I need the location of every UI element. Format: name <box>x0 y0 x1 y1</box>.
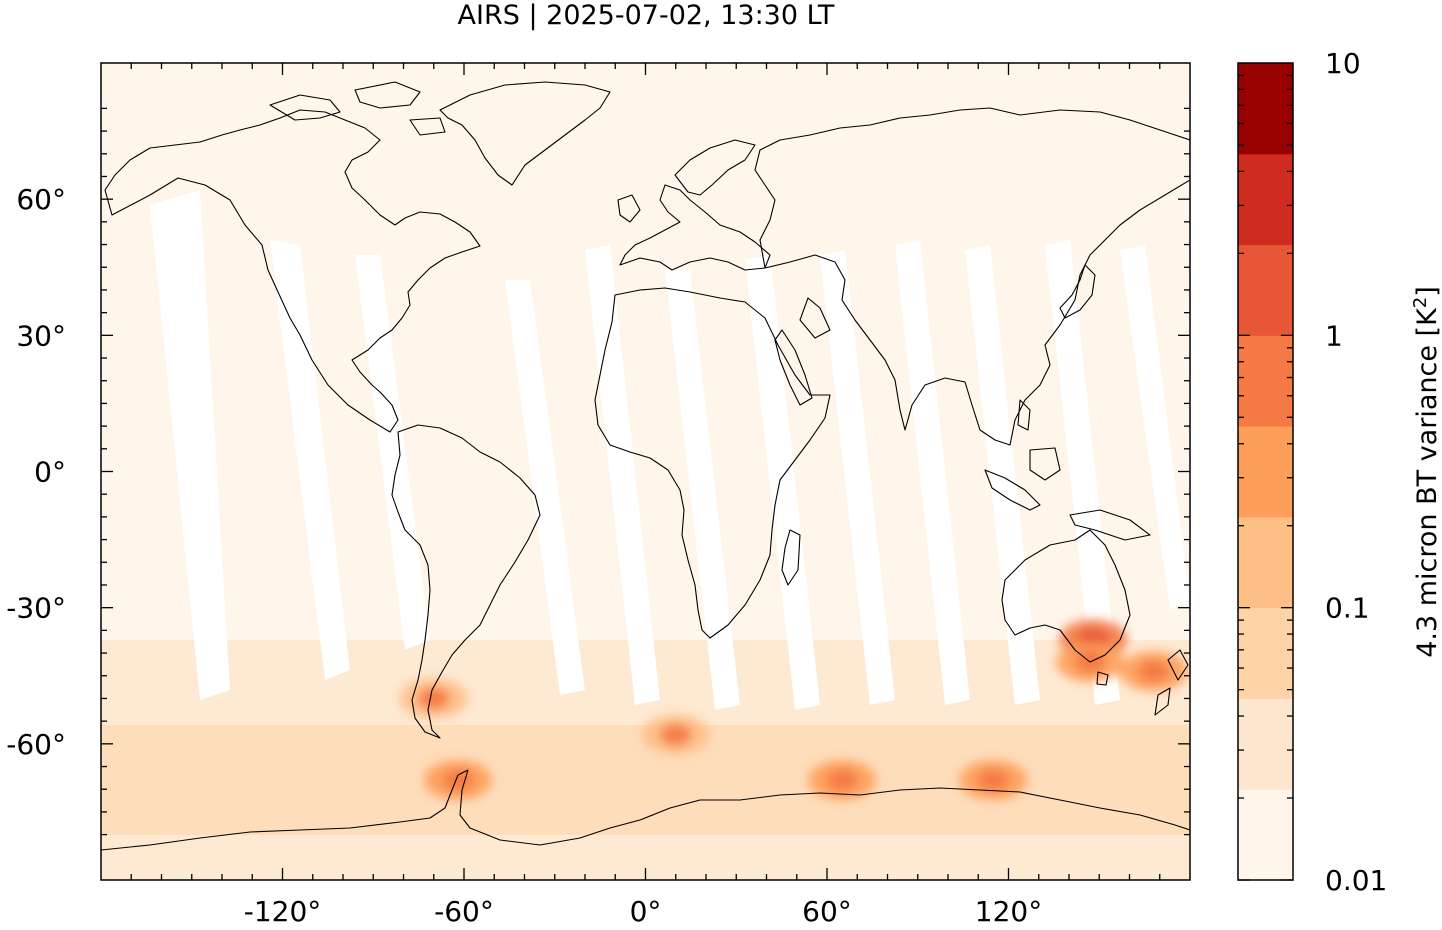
swath-gap <box>355 255 430 650</box>
coastline-scandinavia <box>674 139 756 196</box>
coastline-arctic-islands <box>269 81 446 136</box>
swath-gaps <box>150 190 1190 710</box>
coastline-north-america <box>104 109 481 433</box>
coastline-japan <box>1059 264 1096 319</box>
colorbar-label-sup: 2 <box>1410 297 1431 308</box>
variance-hotspot <box>441 769 474 792</box>
coastline-greenland <box>439 81 611 186</box>
swath-gap <box>270 240 350 680</box>
variance-hotspot <box>977 769 1010 792</box>
colorbar-band <box>1238 607 1293 699</box>
coastlines <box>101 81 1190 851</box>
variance-hotspot <box>826 769 859 792</box>
x-tick-labels: -120° -60° 0° 60° 120° <box>244 895 1043 928</box>
colorbar-band <box>1238 698 1293 790</box>
x-tick-label: 120° <box>975 895 1042 928</box>
y-tick-label: -60° <box>6 728 66 761</box>
swath-gap <box>665 270 740 710</box>
colorbar-bands <box>1238 63 1293 881</box>
y-tick-label: 0° <box>34 456 66 489</box>
colorbar-frame <box>1237 62 1294 881</box>
colorbar-band <box>1238 789 1293 881</box>
colorbar-band <box>1238 153 1293 246</box>
swath-gap <box>505 280 585 695</box>
coastline-new-zealand <box>1154 649 1189 716</box>
y-tick-label: 60° <box>16 183 66 216</box>
colorbar-tick-label: 1 <box>1325 319 1343 352</box>
colorbar-band <box>1238 516 1293 609</box>
coastline-asia <box>754 107 1190 446</box>
coastline-south-america <box>391 424 541 739</box>
colorbar-band <box>1238 335 1293 427</box>
variance-hotspot <box>1137 660 1170 683</box>
colorbar-band <box>1238 426 1293 518</box>
y-tick-labels: 60° 30° 0° -30° -60° <box>6 183 66 761</box>
swath-gap <box>1045 240 1120 705</box>
map-plot-area <box>101 63 1190 880</box>
y-tick-label: -30° <box>6 592 66 625</box>
colorbar-label-main: 4.3 micron BT variance [K <box>1412 307 1442 658</box>
swath-gap <box>820 250 895 705</box>
x-tick-label: 60° <box>802 895 852 928</box>
colorbar-label: 4.3 micron BT variance [K2] <box>1410 286 1442 658</box>
variance-hotspot <box>417 687 450 710</box>
colorbar-band <box>1238 244 1293 336</box>
swath-gap <box>965 245 1040 705</box>
colorbar-band <box>1238 63 1293 155</box>
colorbar-tick-label: 0.01 <box>1325 864 1387 897</box>
coastline-antarctica <box>101 769 1190 851</box>
swath-gap <box>150 190 230 700</box>
swath-gap <box>585 245 660 705</box>
x-tick-label: -60° <box>434 895 494 928</box>
coastline-australia <box>1001 529 1131 686</box>
colorbar-label-end: ] <box>1412 286 1442 297</box>
axis-ticks <box>101 63 1190 880</box>
y-tick-label: 30° <box>16 319 66 352</box>
colorbar: 10 1 0.1 0.01 4.3 micron BT variance [K2] <box>1237 47 1442 897</box>
colorbar-tick-label: 0.1 <box>1325 592 1370 625</box>
swath-gap <box>1120 245 1190 610</box>
x-tick-label: 0° <box>630 895 662 928</box>
map-title: AIRS | 2025-07-02, 13:30 LT <box>458 0 835 31</box>
coastline-europe <box>617 184 771 271</box>
colorbar-ticks <box>1238 74 1293 881</box>
swath-gap <box>895 240 970 705</box>
coastline-southeast-asia-islands <box>984 399 1151 541</box>
x-tick-label: -120° <box>244 895 322 928</box>
swath-gap <box>745 255 820 710</box>
variance-hotspot <box>659 723 692 746</box>
colorbar-tick-labels: 10 1 0.1 0.01 <box>1325 47 1387 897</box>
coastline-africa <box>594 287 831 639</box>
colorbar-tick-label: 10 <box>1325 47 1361 80</box>
